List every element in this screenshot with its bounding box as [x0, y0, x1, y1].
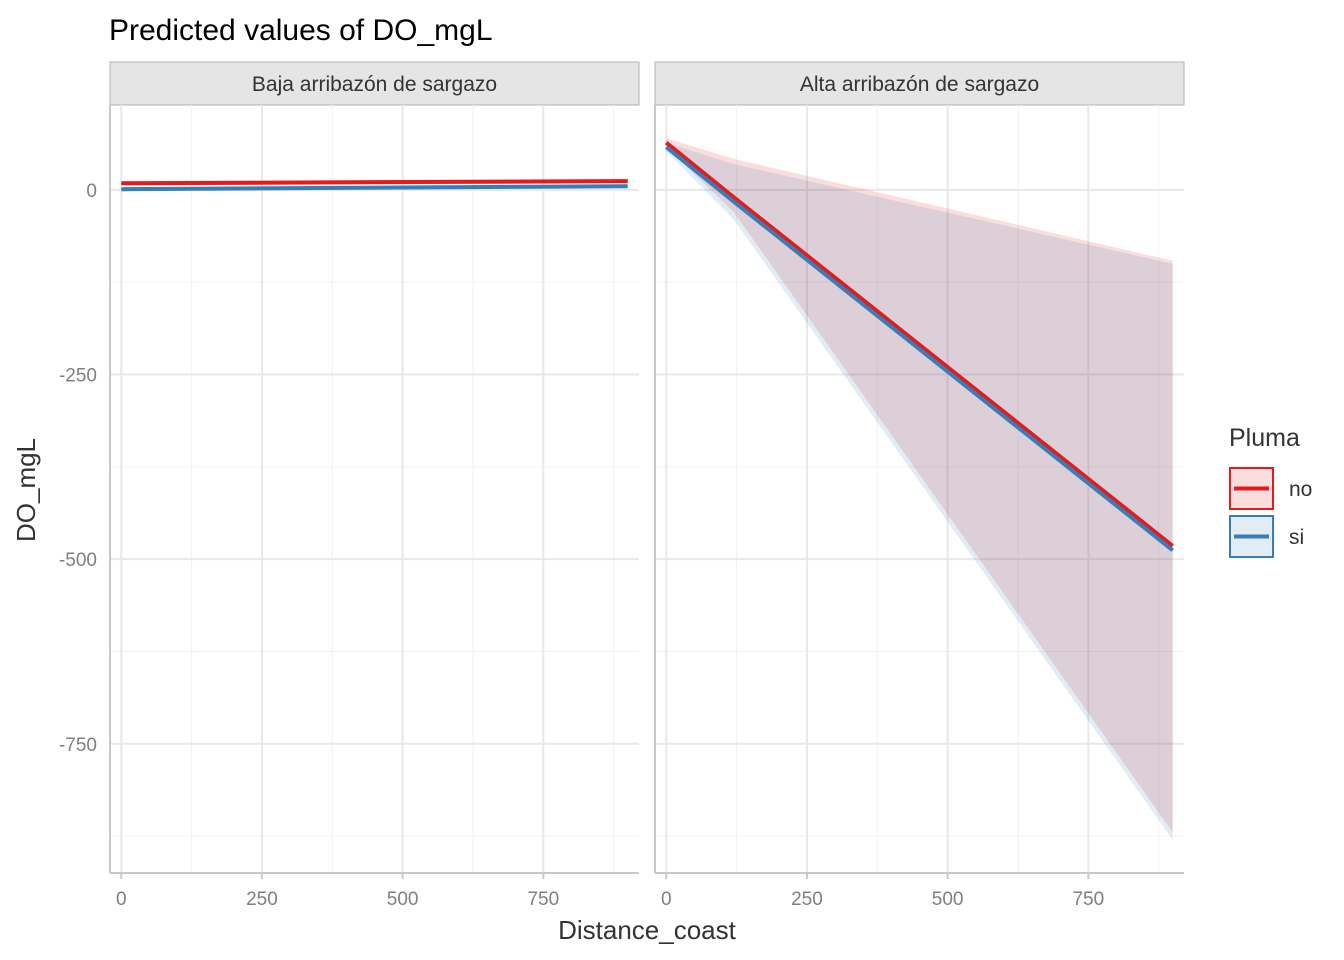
x-tick-label: 750 — [1072, 889, 1104, 910]
strip-alta — [654, 61, 1185, 106]
panel-alta: Alta arribazón de sargazo 0 250 500 750 — [654, 61, 1185, 910]
series-line-no — [665, 141, 1174, 548]
y-axis-title: DO_mgL — [11, 438, 41, 542]
legend-label-si: si — [1289, 526, 1304, 549]
legend-items: no si — [1229, 467, 1312, 558]
panel-alta-ribbons — [666, 138, 1173, 840]
x-tick-label: 0 — [116, 889, 127, 910]
x-tick-label: 500 — [387, 889, 419, 910]
x-axis-title: Distance_coast — [558, 915, 737, 945]
panel-baja-lines — [121, 179, 628, 192]
y-tick-labels: 0 -250 -500 -750 — [59, 181, 97, 756]
panel-baja: Baja arribazón de sargazo 0 250 500 750 — [109, 61, 640, 910]
x-tick-label: 0 — [661, 889, 672, 910]
panel-alta-axes: 0 250 500 750 — [654, 105, 1184, 910]
ci-ribbon-no — [666, 138, 1173, 833]
x-tick-label: 250 — [246, 889, 278, 910]
x-tick-label: 750 — [527, 889, 559, 910]
strip-baja-label: Baja arribazón de sargazo — [252, 73, 497, 96]
legend-label-no: no — [1289, 478, 1312, 501]
series-line-no — [121, 179, 628, 186]
legend: Pluma no si — [1229, 424, 1312, 558]
series-line-si — [665, 145, 1174, 552]
panel-baja-grid — [110, 105, 639, 873]
y-tick-label: 0 — [86, 181, 97, 202]
x-tick-label: 500 — [932, 889, 964, 910]
y-tick-label: -750 — [59, 735, 97, 756]
chart-title: Predicted values of DO_mgL — [109, 14, 493, 47]
y-tick-label: -500 — [59, 550, 97, 571]
y-tick-label: -250 — [59, 366, 97, 387]
panel-baja-axes: 0 250 500 750 — [109, 105, 639, 910]
series-line-si — [121, 184, 628, 192]
panel-alta-lines — [665, 141, 1174, 552]
strip-baja — [109, 61, 640, 106]
x-tick-label: 250 — [791, 889, 823, 910]
strip-alta-label: Alta arribazón de sargazo — [800, 73, 1039, 96]
ci-ribbon-si — [666, 142, 1173, 840]
panel-alta-grid — [655, 105, 1184, 873]
legend-title: Pluma — [1229, 424, 1300, 452]
